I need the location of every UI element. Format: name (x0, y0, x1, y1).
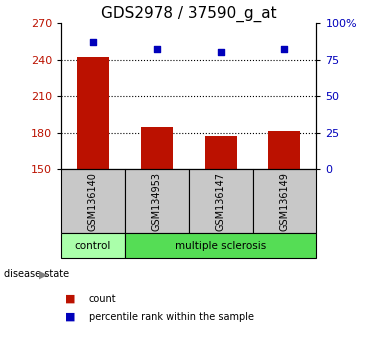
Bar (269, 131, 300, 169)
Text: GSM136149: GSM136149 (279, 172, 289, 231)
Text: GSM136140: GSM136140 (88, 172, 98, 231)
Point (282, 46, 287, 52)
Title: GDS2978 / 37590_g_at: GDS2978 / 37590_g_at (101, 5, 276, 22)
Text: ▶: ▶ (39, 269, 47, 279)
Bar (125, 233, 316, 258)
Point (90, 39, 96, 45)
Point (154, 46, 160, 52)
Bar (77, 57, 109, 169)
Bar (189, 169, 252, 233)
Text: percentile rank within the sample: percentile rank within the sample (89, 312, 254, 322)
Bar (61, 169, 125, 233)
Point (218, 50, 223, 55)
Text: count: count (89, 294, 117, 304)
Text: control: control (75, 241, 111, 251)
Text: GSM136147: GSM136147 (216, 172, 226, 231)
Text: ■: ■ (65, 312, 75, 322)
Bar (141, 127, 173, 169)
Bar (252, 169, 316, 233)
Bar (205, 136, 236, 169)
Text: multiple sclerosis: multiple sclerosis (175, 241, 266, 251)
Bar (125, 169, 189, 233)
Text: GSM134953: GSM134953 (152, 172, 162, 231)
Text: disease state: disease state (4, 269, 69, 279)
Text: ■: ■ (65, 294, 75, 304)
Bar (61, 233, 125, 258)
